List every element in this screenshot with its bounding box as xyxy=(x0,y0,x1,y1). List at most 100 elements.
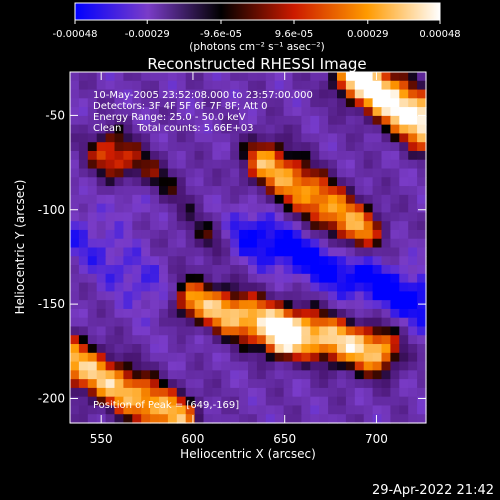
heatmap-cell xyxy=(150,256,160,266)
heatmap-cell xyxy=(194,265,205,275)
heatmap-cell xyxy=(265,335,276,345)
heatmap-cell xyxy=(185,89,196,99)
heatmap-cell xyxy=(194,133,205,143)
heatmap-cell xyxy=(96,361,107,371)
heatmap-cell xyxy=(292,72,302,82)
heatmap-cell xyxy=(390,107,400,117)
heatmap-cell xyxy=(159,150,169,161)
heatmap-cell xyxy=(328,387,338,398)
heatmap-cell xyxy=(167,72,178,82)
heatmap-cell xyxy=(105,107,116,117)
heatmap-cell xyxy=(345,124,356,135)
heatmap-cell xyxy=(390,89,400,99)
heatmap-cell xyxy=(256,142,267,152)
heatmap-cell xyxy=(337,379,347,389)
heatmap-cell xyxy=(87,414,98,424)
heatmap-cell xyxy=(381,107,391,117)
heatmap-cell xyxy=(390,80,400,91)
heatmap-cell xyxy=(328,150,338,161)
heatmap-cell xyxy=(283,282,294,292)
heatmap-cell xyxy=(328,89,338,99)
heatmap-cell xyxy=(399,414,409,424)
heatmap-cell xyxy=(319,370,329,380)
heatmap-cell xyxy=(212,344,222,354)
heatmap-cell xyxy=(150,186,160,196)
heatmap-cell xyxy=(87,265,98,275)
heatmap-cell xyxy=(96,247,107,257)
heatmap-cell xyxy=(328,335,338,345)
heatmap-cell xyxy=(292,238,302,249)
heatmap-cell xyxy=(203,317,213,328)
heatmap-cell xyxy=(150,335,160,345)
heatmap-cell xyxy=(248,344,258,354)
heatmap-cell xyxy=(337,291,347,301)
heatmap-cell xyxy=(87,124,98,135)
heatmap-cell xyxy=(239,265,249,275)
heatmap-cell xyxy=(167,396,178,407)
heatmap-cell xyxy=(96,150,107,161)
heatmap-cell xyxy=(283,352,294,363)
heatmap-cell xyxy=(96,396,107,407)
heatmap-cell xyxy=(132,150,142,161)
heatmap-cell xyxy=(114,229,124,240)
heatmap-cell xyxy=(96,238,107,249)
heatmap-cell xyxy=(185,247,196,257)
heatmap-cell xyxy=(150,300,160,310)
heatmap-cell xyxy=(408,107,418,117)
heatmap-cell xyxy=(141,396,151,407)
heatmap-cell xyxy=(265,256,276,266)
heatmap-cell xyxy=(239,177,249,187)
heatmap-cell xyxy=(87,352,98,363)
heatmap-cell xyxy=(185,168,196,178)
heatmap-cell xyxy=(221,256,231,266)
heatmap-cell xyxy=(274,352,285,363)
heatmap-cell xyxy=(141,115,151,126)
colorbar-unit-label: (photons cm⁻² s⁻¹ asec⁻²) xyxy=(189,41,324,53)
heatmap-cell xyxy=(176,229,187,240)
heatmap-cell xyxy=(381,300,391,310)
heatmap-cell xyxy=(221,229,231,240)
heatmap-cell xyxy=(123,159,133,170)
heatmap-cell xyxy=(310,370,320,380)
heatmap-cell xyxy=(159,352,169,363)
heatmap-cell xyxy=(70,326,80,336)
heatmap-cell xyxy=(390,273,400,284)
heatmap-cell xyxy=(381,265,391,275)
heatmap-cell xyxy=(114,142,124,152)
heatmap-cell xyxy=(150,414,160,424)
heatmap-cell xyxy=(221,352,231,363)
heatmap-cell xyxy=(363,115,374,126)
heatmap-cell xyxy=(141,300,151,310)
heatmap-cell xyxy=(417,370,427,380)
heatmap-cell xyxy=(256,326,267,336)
heatmap-cell xyxy=(345,221,356,231)
heatmap-cell xyxy=(372,115,383,126)
heatmap-cell xyxy=(328,414,338,424)
heatmap-cell xyxy=(256,194,267,205)
heatmap-cell xyxy=(105,387,116,398)
heatmap-cell xyxy=(345,238,356,249)
heatmap-cell xyxy=(363,308,374,319)
heatmap-cell xyxy=(310,344,320,354)
heatmap-cell xyxy=(194,177,205,187)
heatmap-cell xyxy=(292,194,302,205)
heatmap-cell xyxy=(256,335,267,345)
heatmap-cell xyxy=(265,387,276,398)
annotation-line-counts: Clean Total counts: 5.66E+03 xyxy=(93,123,253,134)
heatmap-cell xyxy=(265,238,276,249)
heatmap-cell xyxy=(203,72,213,82)
heatmap-cell xyxy=(221,361,231,371)
heatmap-cell xyxy=(221,282,231,292)
heatmap-cell xyxy=(203,107,213,117)
heatmap-cell xyxy=(159,379,169,389)
heatmap-cell xyxy=(123,203,133,214)
heatmap-cell xyxy=(194,335,205,345)
heatmap-cell xyxy=(176,308,187,319)
heatmap-cell xyxy=(114,186,124,196)
heatmap-cell xyxy=(408,396,418,407)
heatmap-cell xyxy=(256,308,267,319)
heatmap-cell xyxy=(150,247,160,257)
heatmap-cell xyxy=(212,256,222,266)
heatmap-cell xyxy=(78,370,89,380)
heatmap-cell xyxy=(408,89,418,99)
